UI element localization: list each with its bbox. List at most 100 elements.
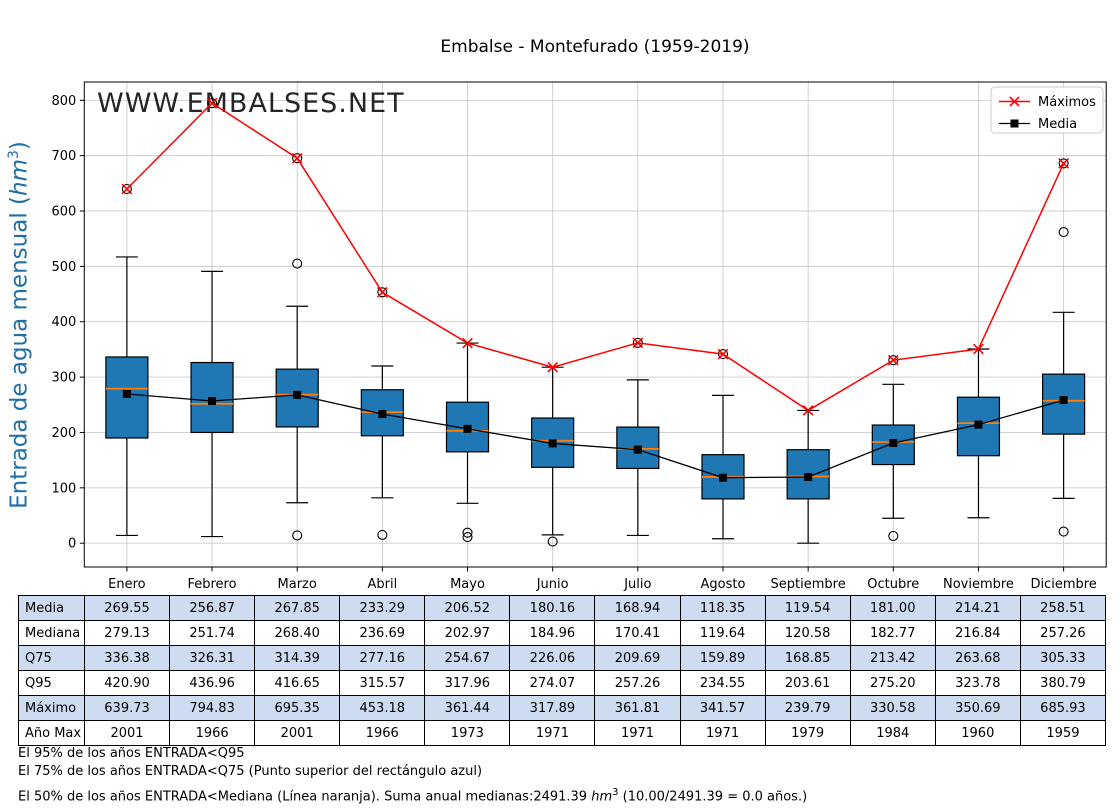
legend: Máximos Media bbox=[990, 86, 1104, 134]
outlier-circle bbox=[292, 530, 303, 541]
table-cell: 216.84 bbox=[934, 620, 1021, 646]
table-cell: 258.51 bbox=[1019, 595, 1107, 621]
x-tick-label: Junio bbox=[536, 577, 569, 592]
table-cell: 275.20 bbox=[849, 670, 936, 696]
y-tick-label: 0 bbox=[68, 537, 76, 552]
media-marker bbox=[1059, 396, 1068, 405]
table-row-label: Mediana bbox=[18, 620, 85, 646]
media-line bbox=[126, 393, 1064, 479]
x-tick-label: Octubre bbox=[867, 577, 919, 592]
boxplots bbox=[105, 98, 1086, 547]
legend-box bbox=[990, 86, 1104, 134]
x-tick-label: Septiembre bbox=[771, 577, 846, 592]
table-cell: 1959 bbox=[1019, 720, 1107, 746]
gridlines bbox=[84, 82, 1107, 567]
outlier-circle bbox=[462, 532, 473, 543]
table-cell: 257.26 bbox=[1019, 620, 1107, 646]
table-cell: 416.65 bbox=[254, 670, 341, 696]
media-marker bbox=[463, 424, 472, 433]
legend-label-maximos: Máximos bbox=[1038, 95, 1096, 110]
x-tick-label: Julio bbox=[623, 577, 651, 592]
table-row-label: Máximo bbox=[18, 695, 85, 721]
table-cell: 206.52 bbox=[424, 595, 511, 621]
x-tick-label: Agosto bbox=[701, 577, 746, 592]
maximos-marker bbox=[802, 405, 814, 416]
table-cell: 1984 bbox=[849, 720, 936, 746]
table-cell: 168.94 bbox=[594, 595, 681, 621]
chart-title: Embalse - Montefurado (1959-2019) bbox=[440, 37, 750, 57]
table-cell: 341.57 bbox=[679, 695, 766, 721]
table-cell: 1960 bbox=[934, 720, 1021, 746]
y-tick-label: 800 bbox=[51, 94, 76, 109]
table-cell: 180.16 bbox=[509, 595, 596, 621]
table-cell: 214.21 bbox=[934, 595, 1021, 621]
table-cell: 1966 bbox=[339, 720, 426, 746]
maximos-marker bbox=[291, 152, 303, 164]
footnote-q75: El 75% de los años ENTRADA<Q75 (Punto su… bbox=[18, 764, 483, 779]
outlier-circle bbox=[547, 536, 558, 547]
table-row-label: Media bbox=[18, 595, 85, 621]
maximos-marker bbox=[632, 337, 644, 349]
table-cell: 361.81 bbox=[594, 695, 681, 721]
table-cell: 209.69 bbox=[594, 645, 681, 671]
maximos-marker bbox=[1058, 158, 1069, 169]
table-cell: 336.38 bbox=[83, 645, 171, 671]
table-row: Máximo 639.73 794.83 695.35 453.18 361.44 317.… bbox=[18, 695, 1107, 721]
x-tick-label: Noviembre bbox=[943, 577, 1014, 592]
media-marker bbox=[293, 390, 302, 399]
y-tick-label: 700 bbox=[51, 149, 76, 164]
table-cell: 233.29 bbox=[339, 595, 426, 621]
table-row: Q95 420.90 436.96 416.65 315.57 317.96 274.07 2… bbox=[18, 670, 1107, 696]
maximos-marker bbox=[206, 97, 218, 109]
table-cell: 1971 bbox=[679, 720, 766, 746]
maximos-marker bbox=[717, 348, 729, 360]
table-cell: 2001 bbox=[254, 720, 341, 746]
axis-ticks: 0 100 200 300 400 500 600 700 800 Enero Febrero Mar… bbox=[51, 94, 1096, 592]
table-cell: 274.07 bbox=[509, 670, 596, 696]
media-marker bbox=[548, 439, 557, 448]
outlier-circle bbox=[1058, 526, 1069, 537]
maximos-marker bbox=[376, 286, 388, 298]
plot-border bbox=[83, 81, 1107, 568]
x-tick-label: Febrero bbox=[187, 577, 236, 592]
y-tick-label: 100 bbox=[51, 481, 76, 496]
x-tick-label: Abril bbox=[367, 577, 397, 592]
y-tick-label: 300 bbox=[51, 371, 76, 386]
table-cell: 317.96 bbox=[424, 670, 511, 696]
table-cell: 236.69 bbox=[339, 620, 426, 646]
table-cell: 277.16 bbox=[339, 645, 426, 671]
legend-maximos-marker bbox=[1009, 96, 1020, 107]
table-cell: 202.97 bbox=[424, 620, 511, 646]
table-cell: 184.96 bbox=[509, 620, 596, 646]
table-row-label: Q95 bbox=[18, 670, 85, 696]
table-cell: 695.35 bbox=[254, 695, 341, 721]
chart: WWW.EMBALSES.NET 0 100 200 300 400 500 600 700 80… bbox=[51, 81, 1107, 592]
table-cell: 181.00 bbox=[849, 595, 936, 621]
table-cell: 269.55 bbox=[83, 595, 171, 621]
outlier-circle bbox=[1058, 226, 1069, 238]
table-row-label: Q75 bbox=[18, 645, 85, 671]
outlier-circle bbox=[377, 529, 388, 540]
legend-media-marker bbox=[1010, 119, 1019, 128]
table-cell: 794.83 bbox=[169, 695, 256, 721]
table-cell: 1966 bbox=[169, 720, 256, 746]
table-cell: 239.79 bbox=[764, 695, 851, 721]
x-tick-label: Marzo bbox=[278, 577, 317, 592]
media-marker bbox=[804, 473, 813, 482]
table-cell: 326.31 bbox=[169, 645, 256, 671]
outlier-circle bbox=[462, 527, 473, 538]
table-row-label: Año Max bbox=[18, 720, 85, 746]
watermark-text: WWW.EMBALSES.NET bbox=[97, 88, 405, 119]
y-tick-label: 400 bbox=[51, 315, 76, 330]
table-cell: 263.68 bbox=[934, 645, 1021, 671]
table-cell: 315.57 bbox=[339, 670, 426, 696]
table-cell: 685.93 bbox=[1019, 695, 1107, 721]
y-tick-label: 600 bbox=[51, 205, 76, 220]
footnotes: El 95% de los años ENTRADA<Q95 El 75% de… bbox=[18, 745, 807, 806]
footnote-mediana: El 50% de los años ENTRADA<Mediana (Líne… bbox=[18, 787, 808, 805]
table-cell: 119.54 bbox=[764, 595, 851, 621]
outlier-circle bbox=[121, 183, 132, 195]
outlier-circle bbox=[206, 98, 218, 109]
table-row: Q75 336.38 326.31 314.39 277.16 254.67 226.06 2… bbox=[18, 645, 1107, 671]
